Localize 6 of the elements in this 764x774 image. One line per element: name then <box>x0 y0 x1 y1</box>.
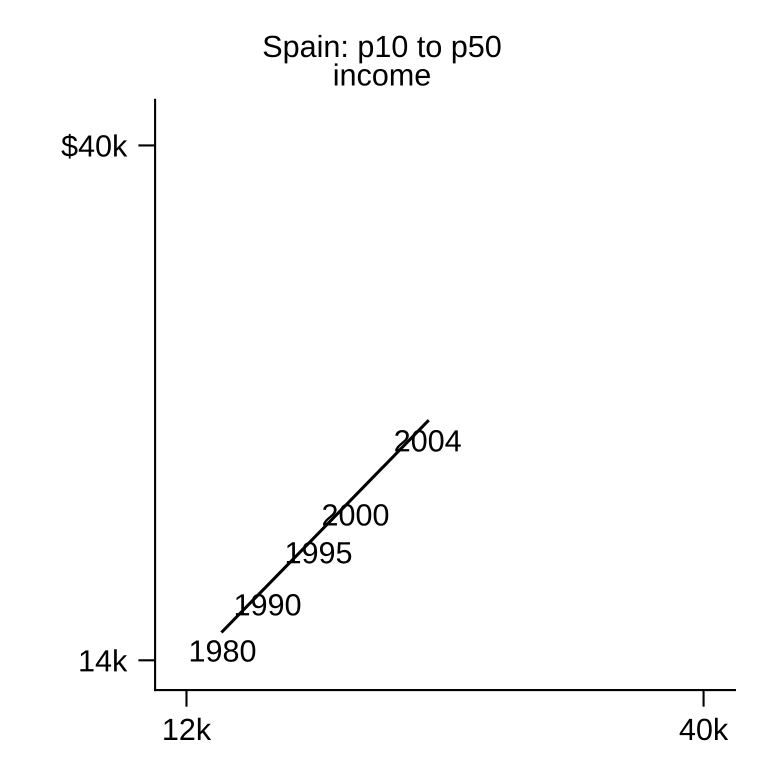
y-tick-label: 14k <box>80 649 128 672</box>
chart-title: Spain: p10 to p50 income <box>264 34 501 86</box>
annotation: 1980 <box>190 640 256 662</box>
x-tick-label: 12k <box>164 718 212 740</box>
y-tick-label: $40k <box>61 134 128 159</box>
x-tick-label: 40k <box>680 718 728 740</box>
